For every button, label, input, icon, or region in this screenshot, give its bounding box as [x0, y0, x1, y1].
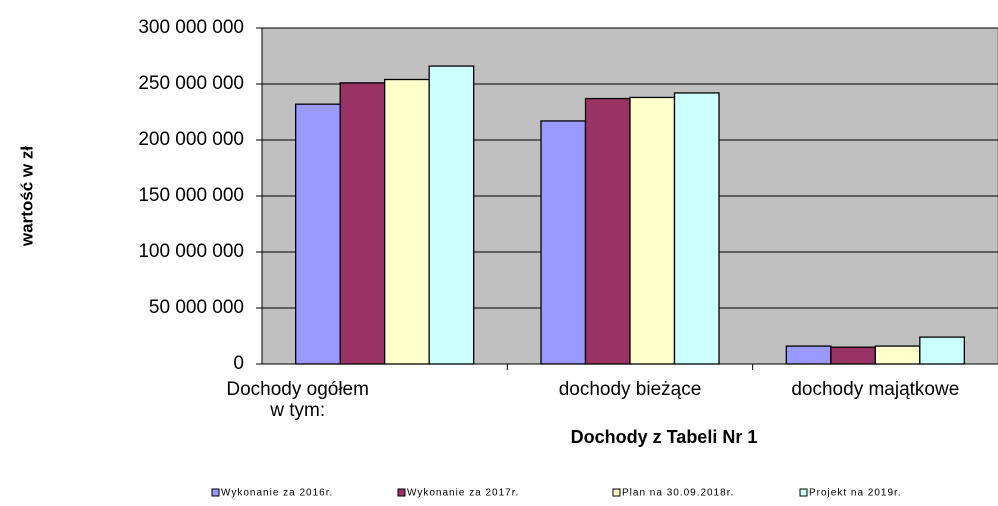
bar — [428, 65, 475, 365]
bar — [339, 82, 386, 365]
bar — [540, 120, 587, 365]
legend-swatch — [799, 488, 808, 497]
y-tick-label: 300 000 000 — [138, 17, 244, 38]
bar — [874, 345, 921, 365]
y-tick-label: 200 000 000 — [138, 129, 244, 150]
y-tick-label: 0 — [233, 353, 244, 374]
legend-label: Wykonanie za 2017r. — [407, 488, 519, 499]
x-axis-title: Dochody z Tabeli Nr 1 — [571, 427, 758, 447]
legend-label: Plan na 30.09.2018r. — [622, 488, 734, 499]
legend-swatch — [397, 488, 406, 497]
bar — [629, 96, 676, 365]
bar — [295, 103, 341, 365]
y-tick-label: 100 000 000 — [138, 241, 244, 262]
bar — [919, 336, 965, 365]
x-tick-label: Dochody ogółem w tym: — [226, 379, 369, 421]
bar — [785, 345, 832, 365]
y-axis-title: wartość w zł — [17, 146, 36, 247]
x-tick-label: dochody bieżące — [559, 379, 702, 400]
legend-label: Wykonanie za 2016r. — [221, 488, 333, 499]
y-tick-label: 50 000 000 — [149, 297, 244, 318]
x-tick-label: dochody majątkowe — [791, 379, 959, 400]
legend-swatch — [612, 488, 621, 497]
bar — [584, 97, 631, 365]
bar — [673, 92, 720, 365]
y-tick-label: 250 000 000 — [138, 73, 244, 94]
legend-label: Projekt na 2019r. — [809, 488, 902, 499]
bar — [830, 346, 876, 365]
y-tick-label: 150 000 000 — [138, 185, 244, 206]
bar — [384, 78, 430, 365]
legend-swatch — [211, 488, 220, 497]
